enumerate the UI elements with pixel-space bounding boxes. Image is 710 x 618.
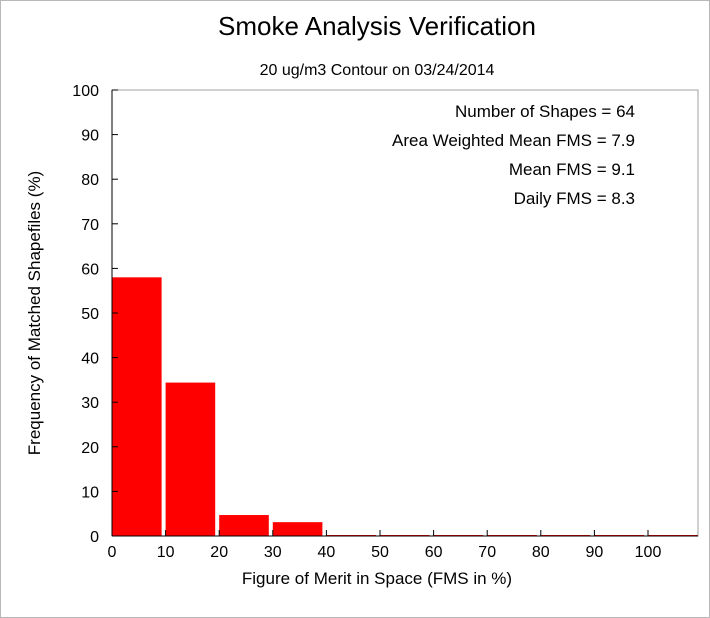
y-tick-label: 30 [81,395,99,412]
histogram-bar [165,382,216,536]
y-tick-label: 10 [81,484,99,501]
x-tick-label: 100 [635,544,662,561]
x-tick-label: 40 [318,544,336,561]
y-tick-label: 50 [81,306,99,323]
x-tick-label: 80 [532,544,550,561]
y-tick-label: 70 [81,217,99,234]
ticks-layer: 0 10 20 30 40 50 60 70 80 90 100 0 10 20 30 40 50 60 70 80 9… [72,83,661,561]
x-tick-label: 30 [264,544,282,561]
x-tick-label: 20 [210,544,228,561]
stat-area-weighted-mean-fms: Area Weighted Mean FMS = 7.9 [392,131,635,150]
y-tick-label: 40 [81,351,99,368]
x-tick-label: 70 [478,544,496,561]
histogram-bar [219,515,269,536]
chart-title: Smoke Analysis Verification [218,11,536,41]
y-tick-label: 60 [81,261,99,278]
x-tick-label: 0 [108,544,117,561]
stat-daily-fms: Daily FMS = 8.3 [514,189,635,208]
stats-legend: Number of Shapes = 64 Area Weighted Mean… [392,102,635,208]
stat-mean-fms: Mean FMS = 9.1 [509,160,635,179]
x-tick-label: 60 [425,544,443,561]
stat-number-of-shapes: Number of Shapes = 64 [455,102,635,121]
y-tick-label: 80 [81,172,99,189]
x-tick-label: 10 [157,544,175,561]
x-axis-label: Figure of Merit in Space (FMS in %) [242,569,512,588]
histogram-bar [272,522,323,536]
y-tick-label: 90 [81,128,99,145]
x-tick-label: 90 [586,544,604,561]
bars-layer [112,277,698,536]
y-tick-label: 20 [81,440,99,457]
chart-subtitle: 20 ug/m3 Contour on 03/24/2014 [260,62,495,79]
x-tick-label: 50 [371,544,389,561]
y-tick-label: 100 [72,83,99,100]
histogram-bar [112,277,162,536]
y-tick-label: 0 [90,529,99,546]
y-axis-label: Frequency of Matched Shapefiles (%) [25,171,44,455]
